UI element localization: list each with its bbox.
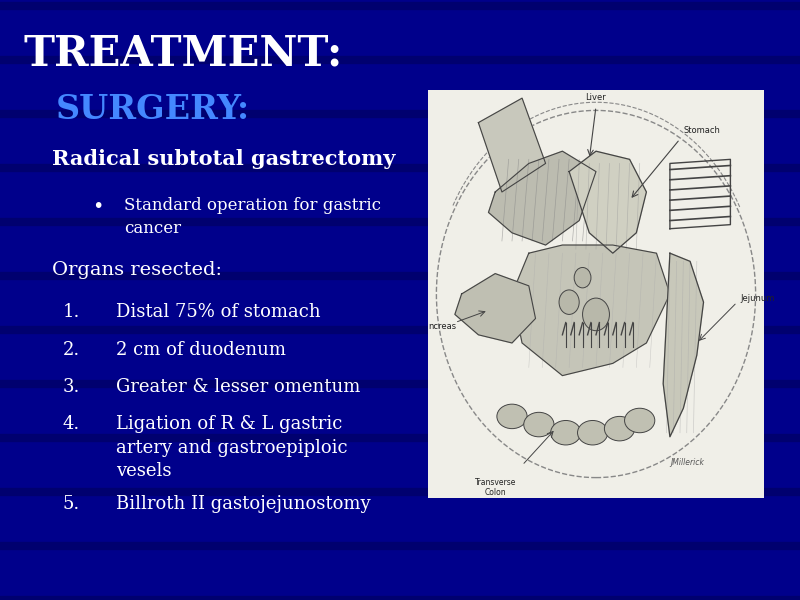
Text: Jejunum: Jejunum — [741, 293, 775, 302]
Ellipse shape — [524, 412, 554, 437]
Text: Radical subtotal gastrectomy: Radical subtotal gastrectomy — [52, 149, 395, 169]
Text: 3.: 3. — [62, 378, 80, 396]
Ellipse shape — [578, 421, 608, 445]
Text: Transverse
Colon: Transverse Colon — [474, 478, 516, 497]
Ellipse shape — [625, 408, 654, 433]
Ellipse shape — [605, 416, 634, 441]
Text: ncreas: ncreas — [428, 322, 456, 331]
Text: Stomach: Stomach — [683, 126, 720, 135]
Text: TREATMENT:: TREATMENT: — [24, 33, 343, 75]
Bar — [428, 90, 764, 498]
Circle shape — [559, 290, 579, 314]
Text: 2.: 2. — [62, 341, 80, 359]
Text: •: • — [92, 197, 103, 216]
Text: Ligation of R & L gastric
artery and gastroepiploic
vesels: Ligation of R & L gastric artery and gas… — [116, 415, 348, 481]
Polygon shape — [569, 151, 646, 253]
Polygon shape — [663, 253, 703, 437]
Text: 4.: 4. — [62, 415, 80, 433]
Text: Greater & lesser omentum: Greater & lesser omentum — [116, 378, 360, 396]
Polygon shape — [512, 245, 670, 376]
Text: 5.: 5. — [62, 495, 80, 513]
Text: Distal 75% of stomach: Distal 75% of stomach — [116, 303, 321, 321]
Text: 1.: 1. — [62, 303, 80, 321]
Ellipse shape — [497, 404, 527, 428]
Polygon shape — [489, 151, 596, 245]
Text: Billroth II gastojejunostomy: Billroth II gastojejunostomy — [116, 495, 370, 513]
Text: JMillerick: JMillerick — [670, 458, 704, 467]
Text: 2 cm of duodenum: 2 cm of duodenum — [116, 341, 286, 359]
Text: SURGERY:: SURGERY: — [56, 93, 250, 126]
Ellipse shape — [550, 421, 581, 445]
Polygon shape — [455, 274, 535, 343]
Text: Organs resected:: Organs resected: — [52, 261, 222, 279]
Text: Liver: Liver — [586, 93, 606, 102]
Text: Standard operation for gastric
cancer: Standard operation for gastric cancer — [124, 197, 381, 237]
Polygon shape — [478, 98, 546, 192]
Circle shape — [574, 268, 591, 288]
Circle shape — [582, 298, 610, 331]
